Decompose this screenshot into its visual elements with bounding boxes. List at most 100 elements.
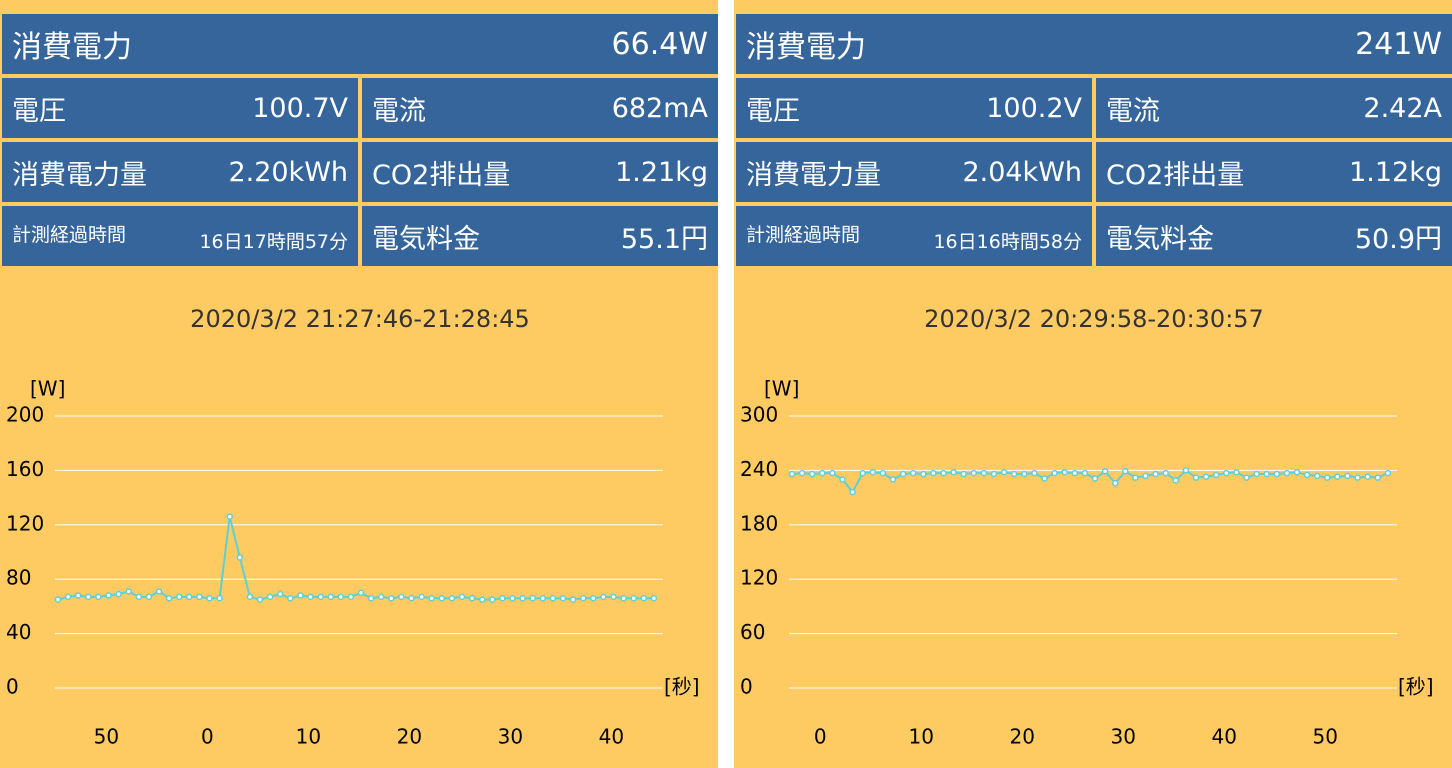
cell-label: 電流 (1106, 95, 1160, 127)
data-point (509, 594, 516, 602)
data-point (287, 594, 294, 602)
data-point (930, 469, 937, 477)
power-value: 241W (1355, 26, 1442, 62)
data-point (600, 593, 607, 601)
data-line (57, 516, 654, 601)
data-point (1192, 474, 1200, 481)
cell-label: 計測経過時間 (746, 224, 861, 246)
data-point (819, 469, 826, 477)
data-point (125, 588, 132, 595)
info-cell: CO2排出量 1.12kg (1096, 142, 1452, 202)
data-point (468, 594, 476, 602)
cell-value: 2.20kWh (228, 156, 348, 188)
cell-value: 2.04kWh (962, 156, 1082, 188)
data-point (620, 594, 627, 602)
data-point (869, 468, 877, 476)
data-point (1061, 468, 1068, 476)
cell-value: 1.12kg (1349, 156, 1442, 188)
data-point (640, 594, 648, 602)
info-cell: 計測経過時間 16日17時間57分 (2, 206, 358, 266)
y-tick-label: 120 (740, 566, 778, 590)
data-point (246, 593, 254, 601)
data-point (630, 594, 637, 602)
info-cell: 電気料金 55.1円 (362, 206, 718, 266)
data-point (236, 554, 244, 561)
data-point (206, 594, 213, 602)
data-point (590, 594, 597, 602)
chart-title: 2020/3/2 21:27:46-21:28:45 (190, 305, 530, 333)
data-point (990, 470, 998, 478)
chart: 2020/3/2 20:29:58-20:30:57 [W] [秒] 0 60 120 18… (740, 305, 1434, 749)
data-point (327, 593, 334, 601)
data-point (549, 594, 557, 602)
info-cell: 電圧 100.2V (736, 78, 1092, 138)
data-point (1162, 469, 1169, 477)
y-tick-label: 0 (6, 675, 19, 699)
cell-value: 100.7V (252, 92, 348, 124)
data-point (849, 488, 856, 496)
y-tick-label: 80 (6, 566, 31, 590)
data-point (367, 594, 375, 602)
y-axis-label: [W] (764, 377, 799, 401)
data-point (1273, 470, 1281, 478)
data-point (105, 592, 112, 599)
data-point (1091, 475, 1099, 482)
data-point (1111, 479, 1119, 487)
y-tick-label: 180 (740, 511, 778, 535)
data-point (579, 594, 587, 602)
data-point (276, 590, 284, 598)
data-point (216, 594, 223, 602)
panel: 消費電力 66.4W 電圧 100.7V 電流 682mA 消費電力量 2.20kWh CO2排… (0, 0, 718, 768)
data-point (1031, 469, 1038, 477)
data-point (950, 468, 957, 476)
info-cell: 消費電力量 2.20kWh (2, 142, 358, 202)
data-point (650, 594, 658, 602)
x-tick-label: 30 (1110, 725, 1135, 749)
data-point (1182, 467, 1190, 474)
data-point (829, 469, 836, 477)
x-tick-label: 10 (296, 725, 321, 749)
x-tick-label: 30 (498, 725, 523, 749)
data-point (155, 588, 163, 595)
cell-label: 電気料金 (372, 223, 480, 255)
x-tick-label: 40 (599, 725, 624, 749)
data-point (529, 594, 536, 602)
data-point (940, 469, 947, 477)
cell-label: 電圧 (12, 95, 66, 127)
data-point (1152, 470, 1159, 478)
data-point (145, 593, 153, 601)
data-point (357, 589, 365, 597)
info-cell: 電流 682mA (362, 78, 718, 138)
data-point (569, 596, 577, 603)
data-point (297, 592, 304, 599)
cell-value: 100.2V (986, 92, 1082, 124)
data-point (196, 593, 203, 601)
data-point (1202, 473, 1210, 480)
chart: 2020/3/2 21:27:46-21:28:45 [W] [秒] 0 40 80 120… (6, 305, 700, 749)
x-tick-label: 20 (397, 725, 422, 749)
data-point (980, 469, 988, 477)
power-row: 消費電力 66.4W (2, 14, 718, 74)
x-tick-label: 0 (814, 725, 827, 749)
info-cell: CO2排出量 1.21kg (362, 142, 718, 202)
data-point (1101, 468, 1109, 475)
data-point (1334, 473, 1341, 480)
y-tick-label: 300 (740, 403, 778, 427)
panel: 消費電力 241W 電圧 100.2V 電流 2.42A 消費電力量 2.04kWh CO2排出… (734, 0, 1452, 768)
x-axis-label: [秒] (664, 675, 700, 699)
x-tick-label: 10 (908, 725, 933, 749)
y-tick-label: 240 (740, 457, 778, 481)
data-point (1324, 474, 1331, 481)
data-point (1313, 472, 1321, 480)
data-point (408, 594, 415, 602)
data-point (377, 593, 385, 601)
data-point (74, 592, 82, 599)
cell-label: 消費電力量 (12, 159, 147, 191)
data-point (186, 593, 193, 601)
data-point (879, 469, 887, 477)
data-point (1354, 474, 1361, 481)
cell-value: 16日16時間58分 (933, 231, 1082, 253)
data-point (428, 594, 435, 602)
data-point (438, 594, 446, 602)
